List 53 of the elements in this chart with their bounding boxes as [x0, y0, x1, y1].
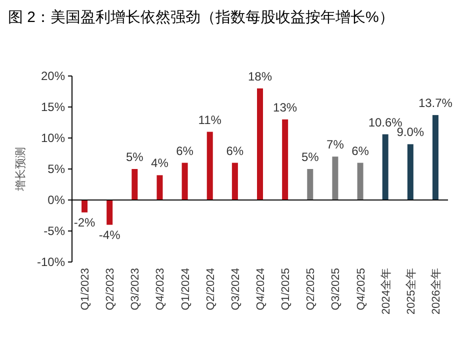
bar: [257, 88, 263, 200]
y-tick-label: 20%: [40, 69, 66, 83]
y-axis-title: 增长预测: [14, 147, 27, 192]
bar: [357, 162, 364, 200]
x-tick-label: Q4/2024: [255, 268, 267, 310]
data-label: 6%: [352, 144, 370, 158]
bar: [307, 169, 314, 200]
bar: [106, 200, 113, 225]
x-tick-label: Q1/2025: [280, 268, 292, 310]
bar: [82, 200, 88, 212]
bar: [156, 175, 163, 200]
x-tick-label: Q3/2024: [230, 268, 242, 310]
data-label: -4%: [98, 228, 121, 242]
x-tick-label: Q3/2025: [330, 268, 342, 310]
bar: [407, 144, 414, 200]
bar: [332, 156, 338, 200]
bar: [282, 119, 288, 200]
y-tick-label: -10%: [36, 255, 66, 269]
x-tick-label: Q2/2023: [104, 268, 117, 310]
data-label: 5%: [301, 150, 320, 164]
x-tick-label: Q3/2023: [130, 268, 142, 310]
x-tick-label: 2025全年: [405, 268, 418, 314]
data-label: 6%: [226, 144, 244, 158]
data-label: 13.7%: [418, 96, 453, 110]
bar: [132, 169, 138, 200]
bar: [232, 162, 238, 200]
bar: [432, 115, 438, 200]
chart-title: 图 2：美国盈利增长依然强劲（指数每股收益按年增长%）: [8, 9, 394, 26]
x-tick-label: 2024全年: [380, 268, 392, 314]
data-label: -2%: [74, 215, 96, 230]
data-label: 7%: [326, 138, 344, 152]
x-tick-label: Q1/2023: [80, 268, 92, 310]
y-tick-label: 15%: [40, 100, 66, 114]
y-tick-label: -5%: [44, 224, 66, 238]
data-label: 5%: [126, 150, 144, 164]
data-label: 4%: [151, 156, 169, 170]
data-label: 13%: [273, 100, 298, 114]
x-tick-label: 2026全年: [430, 268, 442, 314]
y-tick-label: 5%: [48, 162, 66, 176]
x-tick-label: Q1/2024: [180, 268, 192, 310]
data-label: 6%: [176, 144, 194, 158]
data-label: 11%: [198, 112, 222, 127]
y-tick-label: 10%: [40, 131, 66, 145]
x-tick-label: Q2/2025: [305, 268, 318, 310]
x-tick-label: Q4/2023: [154, 268, 167, 310]
x-tick-label: Q2/2024: [204, 268, 217, 310]
bar: [382, 134, 388, 200]
bar: [206, 132, 213, 200]
bar: [182, 162, 188, 200]
data-label: 18%: [248, 69, 272, 84]
data-label: 9.0%: [396, 125, 424, 140]
y-tick-label: 0%: [48, 193, 66, 207]
x-tick-label: Q4/2025: [355, 268, 368, 310]
